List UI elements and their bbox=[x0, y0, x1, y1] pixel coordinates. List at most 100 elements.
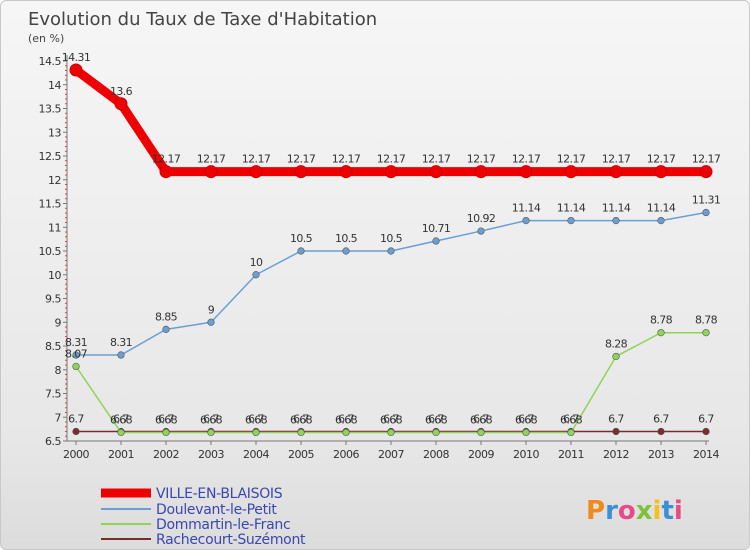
series-0-point bbox=[339, 165, 353, 179]
series-2-point bbox=[657, 329, 665, 337]
axes: 6.5 7 7.5 8 8.5 9 9.5 10 10.5 11 11.5 12 12.5 13 13.5 1… bbox=[39, 55, 720, 461]
series-3-data-label: 6.7 bbox=[563, 413, 579, 426]
y-tick-label: 8 bbox=[55, 364, 62, 377]
x-tick-label: 2005 bbox=[288, 448, 314, 461]
series-2-point bbox=[297, 428, 305, 437]
series-1-data-label: 10.5 bbox=[335, 232, 358, 245]
series-0-data-label: 12.17 bbox=[152, 153, 181, 166]
x-tick-label: 2007 bbox=[378, 448, 404, 461]
legend: VILLE-EN-BLAISOISDoulevant-le-PetitDomma… bbox=[101, 486, 306, 548]
series-1-point bbox=[72, 351, 80, 359]
series-2-data-label: 8.78 bbox=[650, 314, 673, 327]
series-0-data-label: 12.17 bbox=[692, 153, 721, 166]
x-tick-label: 2009 bbox=[468, 448, 494, 461]
series-0-data-label: 12.17 bbox=[557, 153, 586, 166]
series-1-point bbox=[162, 325, 170, 333]
series-3-point bbox=[657, 427, 665, 436]
series-0-data-label: 12.17 bbox=[242, 153, 271, 166]
series-2-data-label: 6.68 bbox=[110, 413, 133, 426]
series-3-data-label: 6.7 bbox=[428, 413, 444, 426]
series-3-data-label: 6.7 bbox=[383, 413, 399, 426]
series-3-data-label: 6.7 bbox=[158, 413, 174, 426]
x-tick-label: 2011 bbox=[558, 448, 584, 461]
y-tick-label: 10.5 bbox=[39, 245, 62, 258]
series-1-data-label: 8.85 bbox=[155, 310, 178, 323]
y-tick-label: 11 bbox=[48, 221, 61, 234]
series-0-point bbox=[384, 165, 398, 179]
legend-label-0: VILLE-EN-BLAISOIS bbox=[156, 486, 283, 502]
series-3-data-label: 6.7 bbox=[473, 413, 489, 426]
x-tick-label: 2004 bbox=[243, 448, 269, 461]
series-0-point bbox=[609, 165, 623, 179]
series-1-data-label: 10.5 bbox=[290, 232, 313, 245]
series-2-data-label: 8.28 bbox=[605, 337, 628, 350]
legend-label-1: Doulevant-le-Petit bbox=[156, 502, 277, 518]
chart-subtitle: (en %) bbox=[28, 32, 64, 45]
series-0-data-label: 12.17 bbox=[512, 153, 541, 166]
series-2-point bbox=[702, 329, 710, 337]
series-1-data-label: 8.31 bbox=[110, 336, 132, 349]
series-2-data-label: 6.68 bbox=[245, 413, 268, 426]
series-2-point bbox=[387, 428, 395, 437]
series-2-point bbox=[117, 428, 125, 437]
series-0-data-label: 12.17 bbox=[332, 153, 361, 166]
x-tick-label: 2000 bbox=[63, 448, 89, 461]
series-3-point bbox=[612, 427, 620, 436]
series-0-point bbox=[564, 165, 578, 179]
y-tick-label: 14 bbox=[48, 79, 61, 92]
y-tick-label: 9.5 bbox=[45, 293, 61, 306]
series-2-data-label: 6.68 bbox=[155, 413, 178, 426]
series-2-point bbox=[207, 428, 215, 437]
series-3-data-label: 6.7 bbox=[653, 413, 669, 426]
x-tick-label: 2006 bbox=[333, 448, 359, 461]
series-1-point bbox=[702, 208, 710, 217]
series-1-data-label: 10 bbox=[250, 256, 263, 269]
series-3-data-label: 6.7 bbox=[518, 413, 534, 426]
series-0-data-label: 13.6 bbox=[110, 85, 133, 98]
y-tick-label: 14.5 bbox=[39, 55, 62, 68]
series-1-data-label: 11.14 bbox=[512, 202, 541, 215]
series-layer: 14.31 13.6 12.17 12.17 12.17 12.17 12.17 12.17 1… bbox=[62, 51, 721, 437]
series-0-point bbox=[294, 165, 308, 179]
series-0-point bbox=[474, 165, 488, 179]
x-tick-label: 2012 bbox=[603, 448, 629, 461]
y-tick-label: 9 bbox=[55, 316, 62, 329]
series-0-point bbox=[699, 165, 713, 179]
y-tick-label: 12.5 bbox=[39, 150, 62, 163]
series-2-point bbox=[72, 362, 80, 371]
series-1-data-label: 10.71 bbox=[422, 222, 451, 235]
series-1-point bbox=[522, 217, 530, 225]
series-0-data-label: 12.17 bbox=[197, 153, 226, 166]
series-3-data-label: 6.7 bbox=[203, 413, 219, 426]
x-tick-label: 2001 bbox=[108, 448, 134, 461]
series-1-point bbox=[387, 247, 395, 255]
series-2-data-label: 8.78 bbox=[695, 314, 718, 327]
series-1-point bbox=[612, 217, 620, 225]
series-1-point bbox=[342, 247, 350, 255]
series-1-data-label: 11.14 bbox=[602, 202, 631, 215]
series-3-data-label: 6.7 bbox=[293, 413, 309, 426]
y-tick-label: 8.5 bbox=[45, 340, 61, 353]
series-0-point bbox=[114, 97, 128, 111]
proxiti-logo: Proxiti bbox=[586, 496, 683, 526]
series-2-point bbox=[252, 428, 260, 437]
series-2-point bbox=[567, 428, 575, 437]
series-2-data-label: 6.68 bbox=[560, 413, 583, 426]
series-3-point bbox=[72, 427, 80, 436]
series-0-data-label: 14.31 bbox=[62, 51, 91, 64]
series-1-data-label: 10.5 bbox=[380, 232, 403, 245]
series-3-data-label: 6.7 bbox=[248, 413, 264, 426]
y-tick-label: 11.5 bbox=[39, 198, 62, 211]
series-0-point bbox=[159, 165, 173, 179]
series-2-data-label: 6.68 bbox=[470, 413, 493, 426]
x-tick-label: 2003 bbox=[198, 448, 224, 461]
legend-label-2: Dommartin-le-Franc bbox=[156, 517, 290, 533]
proxiti-logo-text: Proxiti bbox=[586, 496, 683, 526]
series-3-data-label: 6.7 bbox=[608, 413, 624, 426]
series-1-point bbox=[117, 351, 125, 359]
series-0-point bbox=[249, 165, 263, 179]
series-2-data-label: 6.68 bbox=[290, 413, 313, 426]
series-1-data-label: 10.92 bbox=[467, 212, 496, 225]
series-1-data-label: 11.14 bbox=[647, 202, 676, 215]
